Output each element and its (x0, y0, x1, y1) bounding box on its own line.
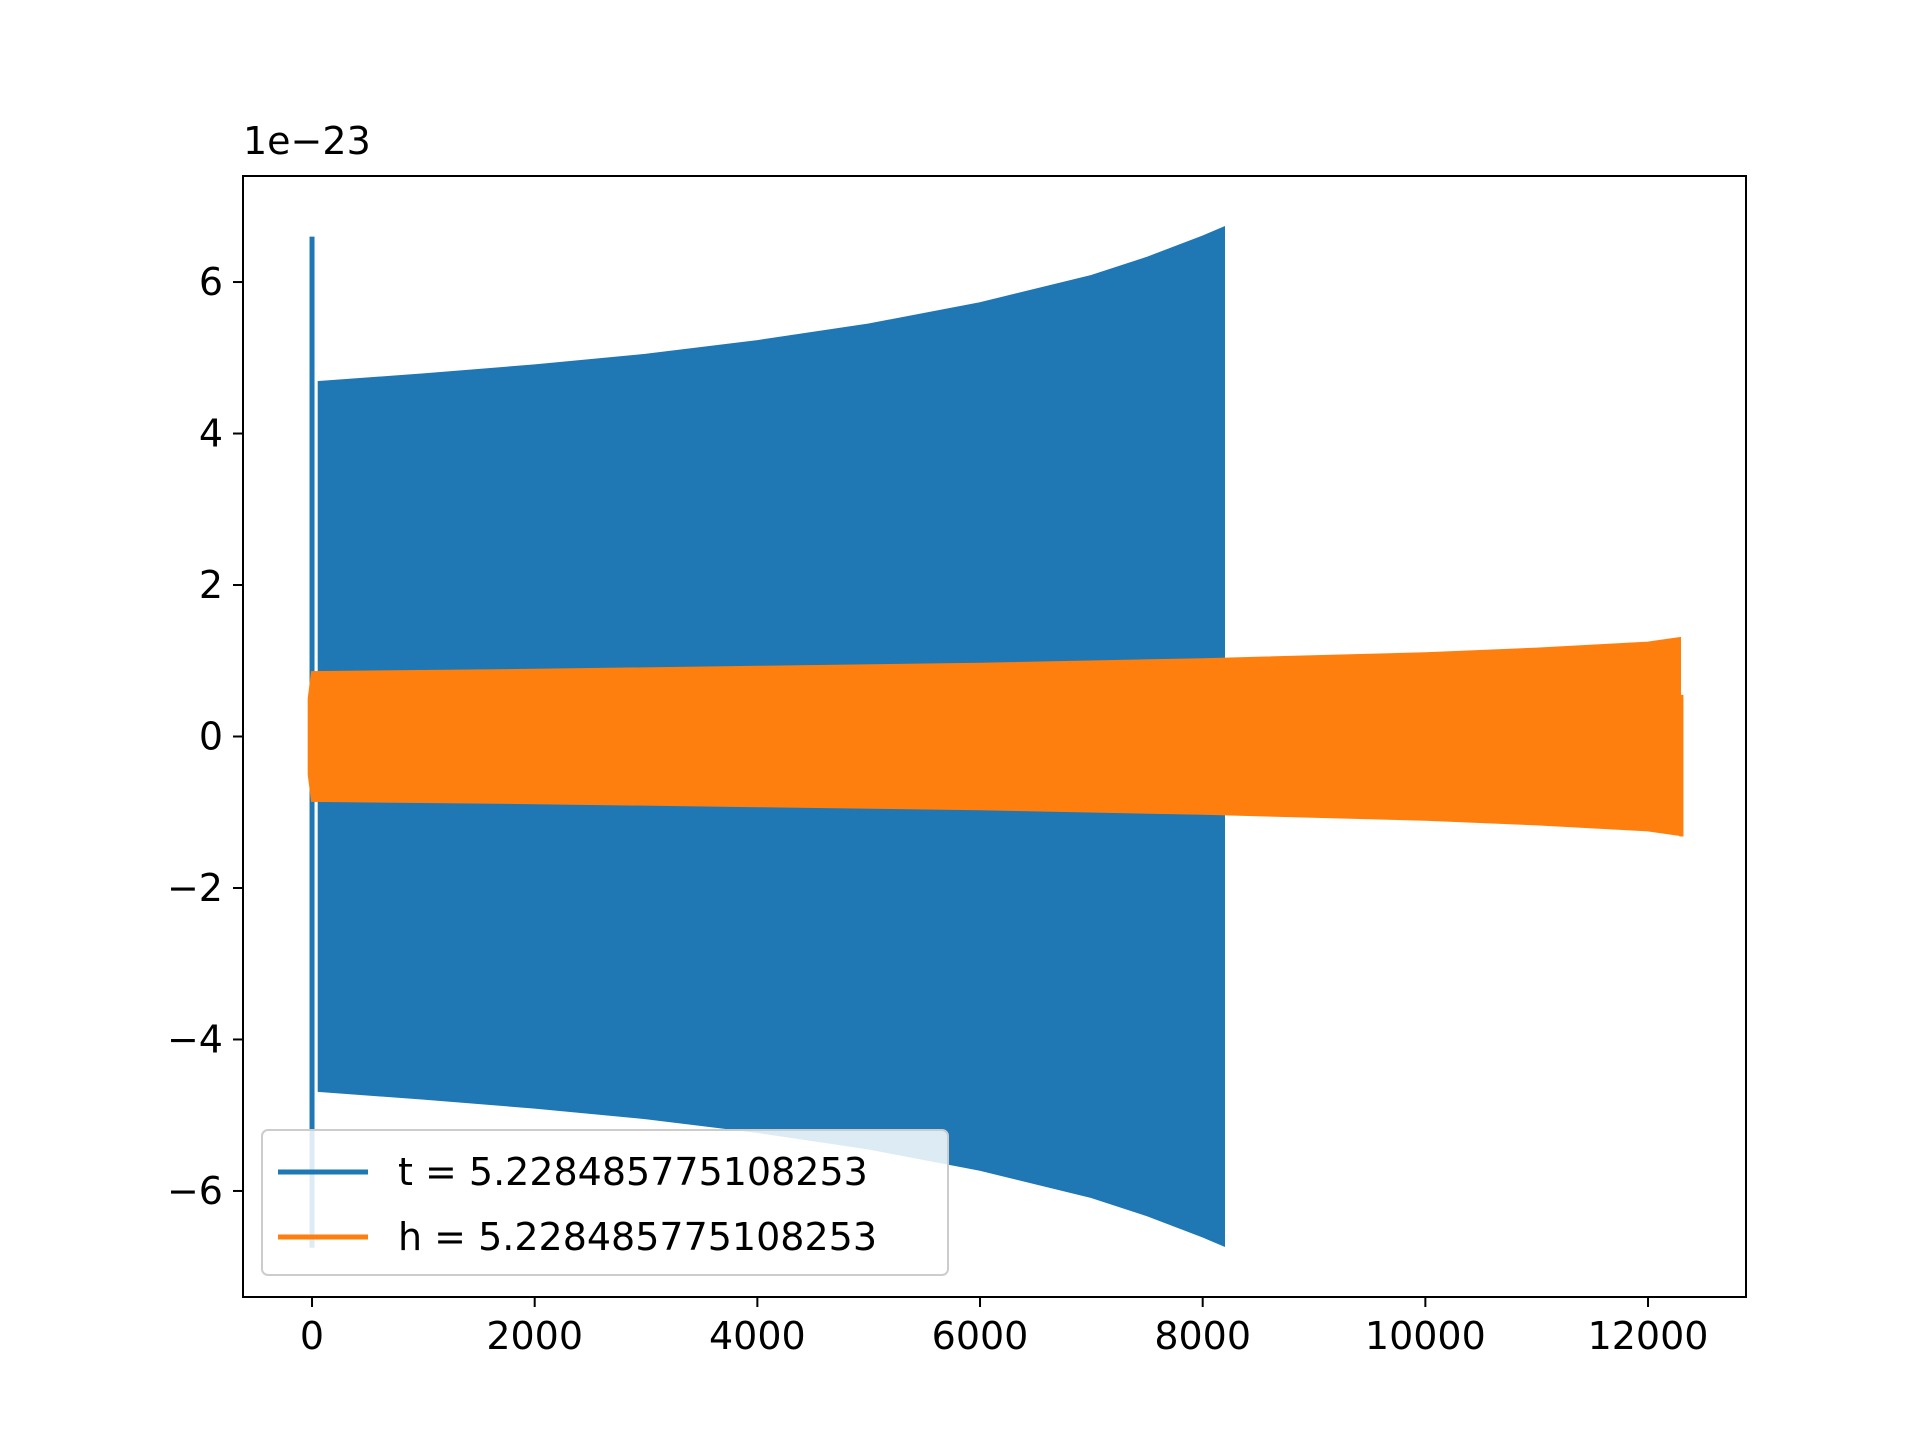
x-tick-label: 2000 (486, 1314, 583, 1358)
y-tick-label: −4 (167, 1017, 223, 1061)
x-axis: 0 2000 4000 6000 8000 10000 12000 (300, 1297, 1709, 1358)
legend-box (261, 1129, 949, 1276)
y-tick-label: −2 (167, 866, 223, 910)
y-offset-label: 1e−23 (243, 119, 371, 163)
x-tick-label: 0 (300, 1314, 324, 1358)
x-tick-label: 12000 (1588, 1314, 1709, 1358)
y-tick-label: 2 (199, 563, 223, 607)
legend: t = 5.228485775108253 h = 5.2284857751082… (261, 1129, 949, 1276)
legend-label-2: h = 5.228485775108253 (398, 1215, 877, 1259)
y-tick-label: −6 (167, 1169, 223, 1213)
series-2 (307, 636, 1684, 837)
legend-label-1: t = 5.228485775108253 (398, 1150, 868, 1194)
series-layer (307, 225, 1684, 1248)
y-axis: −6 −4 −2 0 2 4 6 (167, 260, 243, 1213)
x-tick-label: 10000 (1365, 1314, 1486, 1358)
y-tick-label: 4 (199, 412, 223, 456)
x-tick-label: 4000 (709, 1314, 806, 1358)
x-tick-label: 6000 (932, 1314, 1029, 1358)
y-tick-label: 0 (199, 715, 223, 759)
x-tick-label: 8000 (1154, 1314, 1251, 1358)
y-tick-label: 6 (199, 260, 223, 304)
